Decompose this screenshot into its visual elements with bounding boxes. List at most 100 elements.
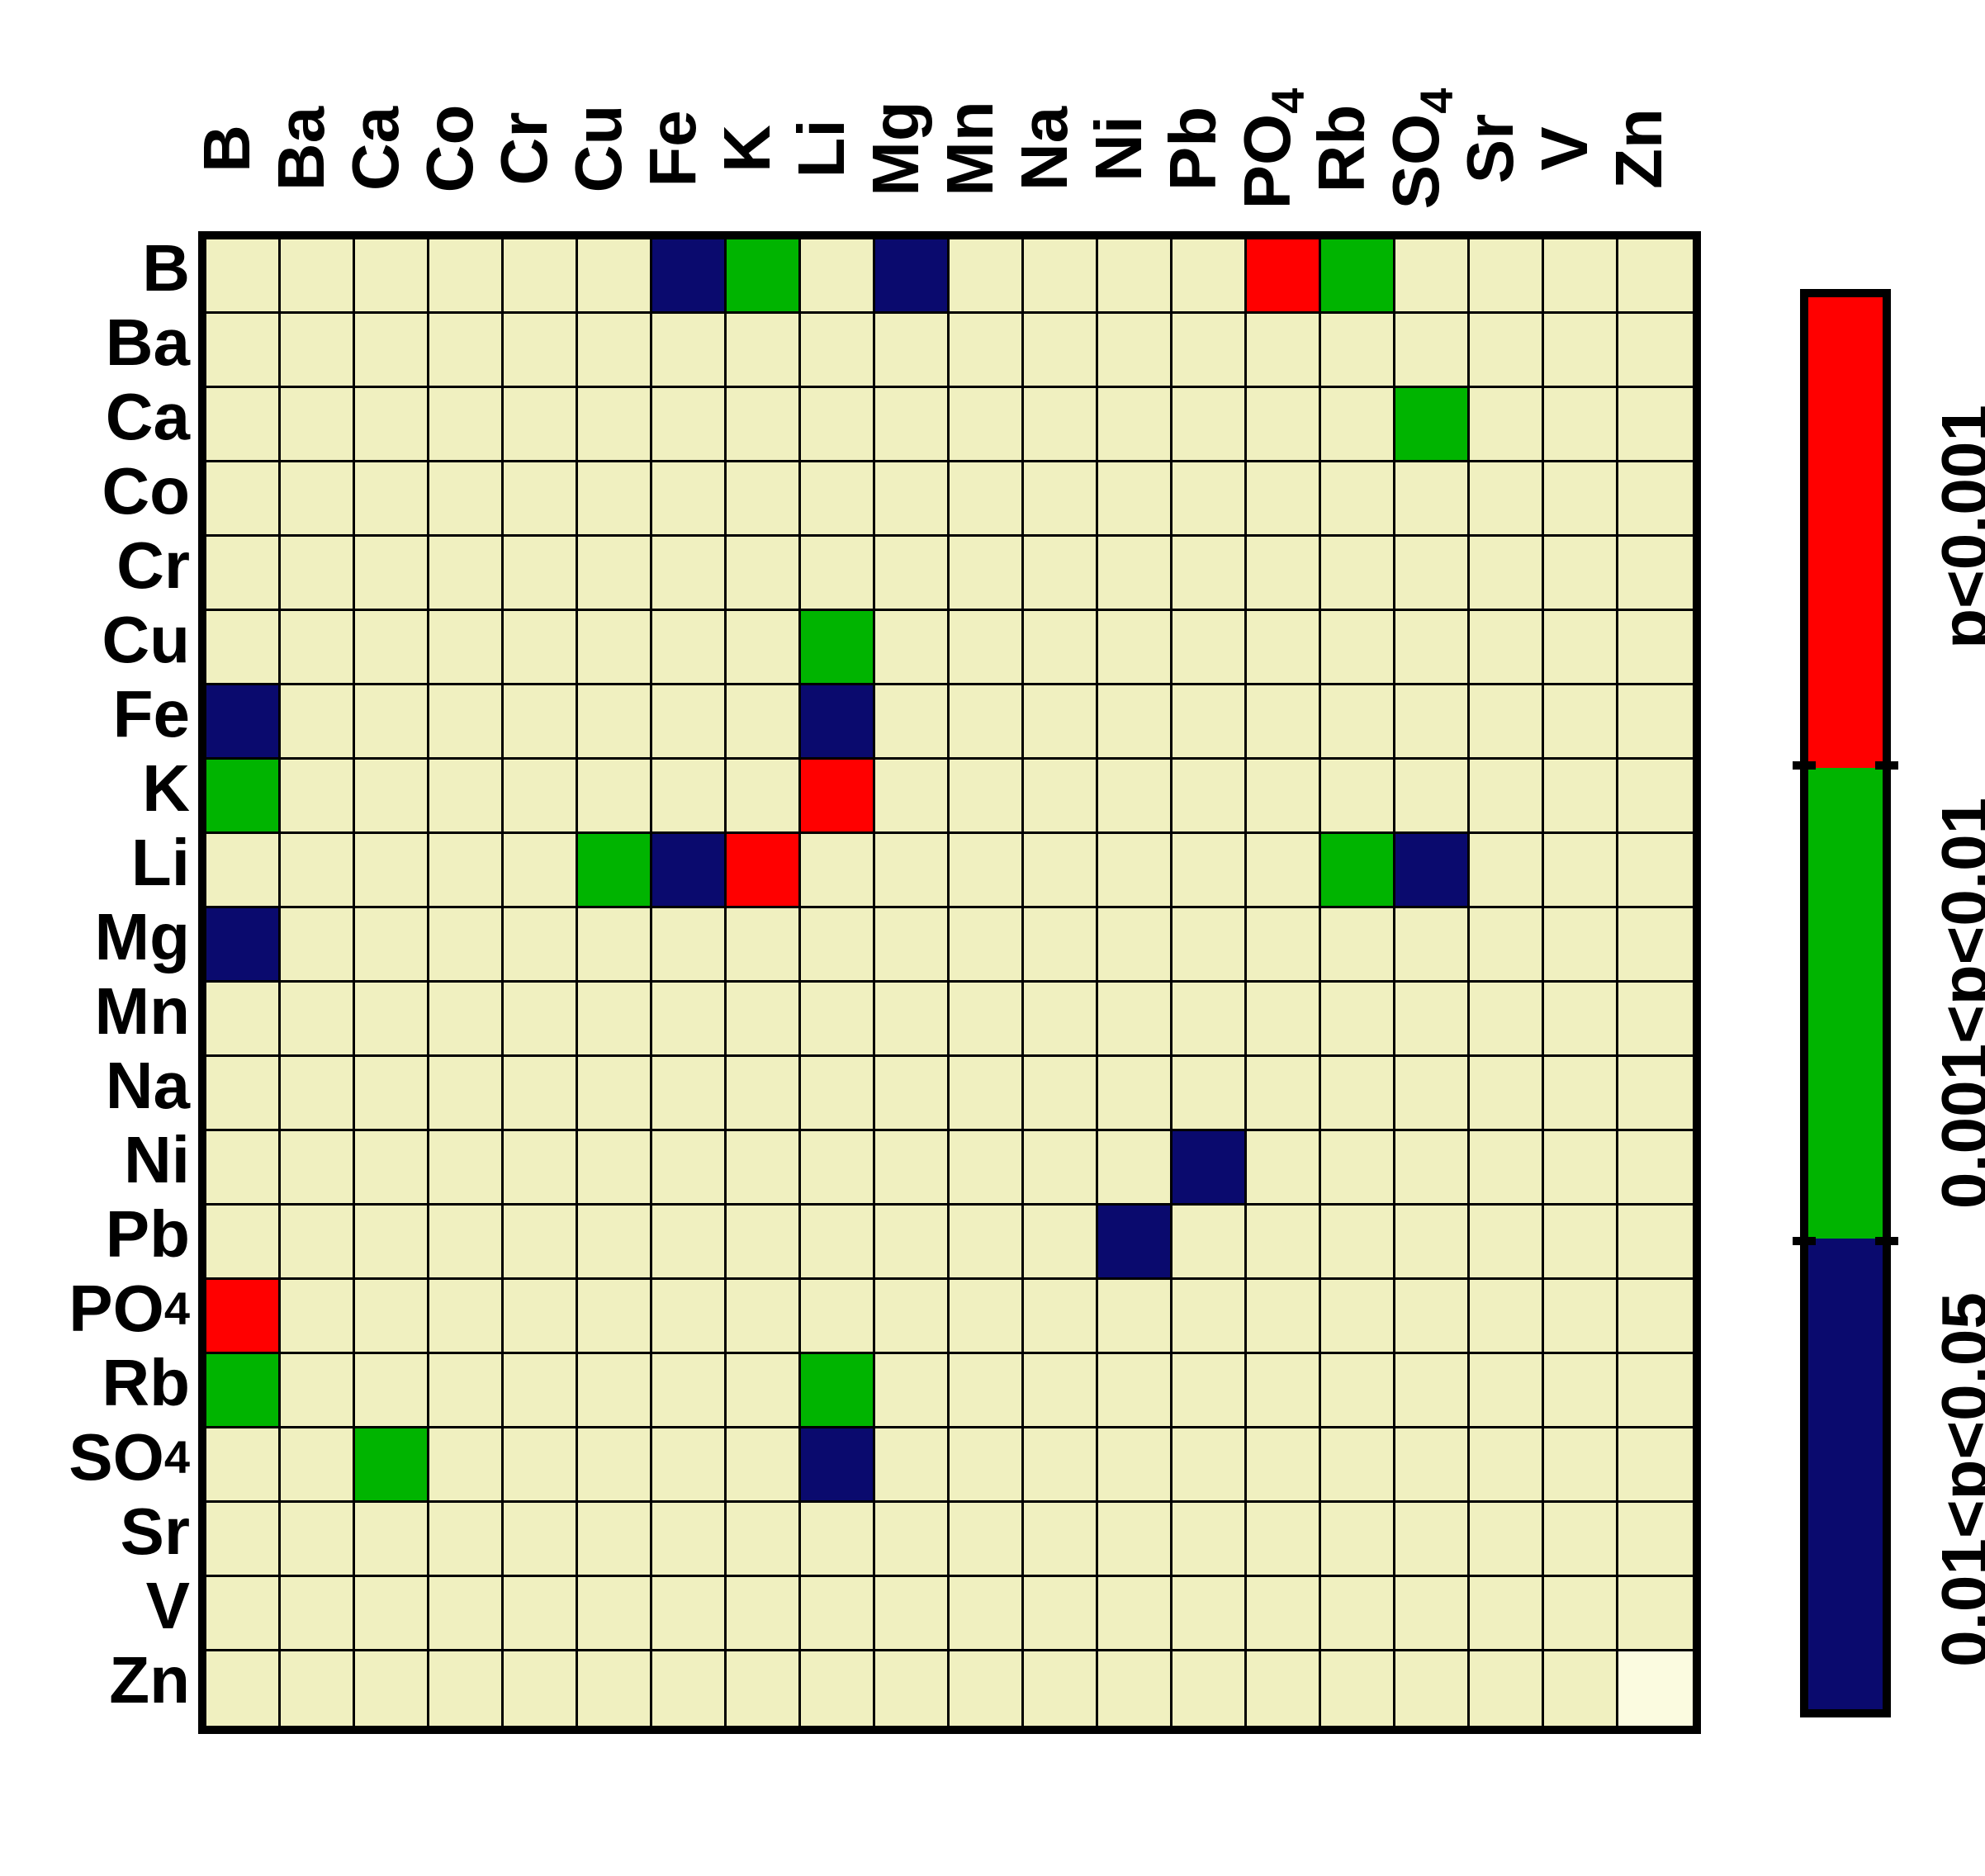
heatmap-cell bbox=[578, 685, 652, 760]
heatmap-cell bbox=[1247, 1280, 1321, 1354]
heatmap-cell bbox=[206, 314, 281, 388]
heatmap-cell bbox=[1098, 760, 1173, 834]
heatmap-cell bbox=[652, 834, 727, 908]
heatmap-cell bbox=[875, 611, 950, 685]
heatmap-cell bbox=[1544, 1131, 1618, 1206]
heatmap-cell bbox=[1247, 983, 1321, 1057]
heatmap-cell bbox=[1173, 1651, 1247, 1726]
heatmap-cell bbox=[1470, 1428, 1544, 1503]
heatmap-cell bbox=[429, 834, 504, 908]
heatmap-cell bbox=[1321, 1503, 1395, 1577]
heatmap-cell bbox=[1321, 1354, 1395, 1428]
heatmap-cell bbox=[1098, 462, 1173, 537]
heatmap-cell bbox=[1395, 1651, 1470, 1726]
heatmap-cell bbox=[281, 834, 355, 908]
heatmap-cell bbox=[1470, 685, 1544, 760]
heatmap-cell bbox=[801, 1131, 875, 1206]
row-label: Co bbox=[0, 454, 198, 528]
heatmap-cell bbox=[801, 1651, 875, 1726]
heatmap-cell bbox=[206, 1280, 281, 1354]
heatmap-cell bbox=[1618, 314, 1693, 388]
heatmap-cell bbox=[1618, 537, 1693, 611]
heatmap-cell bbox=[429, 983, 504, 1057]
heatmap-cell bbox=[1321, 760, 1395, 834]
heatmap-cell bbox=[1247, 1577, 1321, 1651]
heatmap-cell bbox=[281, 685, 355, 760]
heatmap-cell bbox=[1173, 983, 1247, 1057]
heatmap-cell bbox=[801, 908, 875, 983]
heatmap-cell bbox=[727, 1057, 801, 1131]
heatmap-cell bbox=[1618, 462, 1693, 537]
heatmap-cell bbox=[950, 1503, 1024, 1577]
heatmap-cell bbox=[652, 1503, 727, 1577]
heatmap-cell bbox=[1247, 1131, 1321, 1206]
heatmap-cell bbox=[801, 314, 875, 388]
heatmap-cell bbox=[1321, 834, 1395, 908]
heatmap-cell bbox=[801, 388, 875, 462]
heatmap-cell bbox=[801, 462, 875, 537]
heatmap-cell bbox=[875, 1428, 950, 1503]
heatmap-cell bbox=[1321, 1131, 1395, 1206]
heatmap-cell bbox=[950, 239, 1024, 314]
heatmap-cell bbox=[355, 1280, 429, 1354]
heatmap-cell bbox=[504, 611, 578, 685]
heatmap-cell bbox=[1024, 1354, 1098, 1428]
heatmap-cell bbox=[801, 1280, 875, 1354]
heatmap-cell bbox=[504, 1577, 578, 1651]
heatmap-cell bbox=[1247, 1057, 1321, 1131]
heatmap-cell bbox=[1470, 388, 1544, 462]
heatmap-cell bbox=[504, 314, 578, 388]
heatmap-cell bbox=[1024, 983, 1098, 1057]
heatmap-cell bbox=[1247, 685, 1321, 760]
legend-tick bbox=[1875, 761, 1898, 770]
heatmap-cell bbox=[281, 1354, 355, 1428]
heatmap-cell bbox=[801, 685, 875, 760]
row-label: SO4 bbox=[0, 1420, 198, 1495]
heatmap-cell bbox=[950, 462, 1024, 537]
heatmap-cell bbox=[1470, 462, 1544, 537]
heatmap-cell bbox=[504, 908, 578, 983]
heatmap-cell bbox=[652, 685, 727, 760]
heatmap-cell bbox=[1173, 1577, 1247, 1651]
heatmap-cell bbox=[429, 1428, 504, 1503]
heatmap-cell bbox=[950, 1280, 1024, 1354]
heatmap-cell bbox=[429, 611, 504, 685]
heatmap-cell bbox=[1395, 1206, 1470, 1280]
heatmap-cell bbox=[281, 611, 355, 685]
heatmap-cell bbox=[206, 611, 281, 685]
heatmap-cell bbox=[1024, 834, 1098, 908]
heatmap-cell bbox=[875, 760, 950, 834]
heatmap-cell bbox=[1470, 314, 1544, 388]
heatmap-cell bbox=[1098, 1503, 1173, 1577]
heatmap-cell bbox=[950, 1651, 1024, 1726]
heatmap-cell bbox=[504, 388, 578, 462]
heatmap-cell bbox=[1618, 1354, 1693, 1428]
heatmap-cell bbox=[1321, 537, 1395, 611]
heatmap-cell bbox=[429, 1503, 504, 1577]
heatmap-cell bbox=[1024, 760, 1098, 834]
heatmap-cell bbox=[1395, 760, 1470, 834]
heatmap-cell bbox=[1098, 834, 1173, 908]
heatmap-cell bbox=[727, 611, 801, 685]
heatmap-cell bbox=[281, 1577, 355, 1651]
heatmap-cell bbox=[1395, 685, 1470, 760]
heatmap-cell bbox=[281, 1428, 355, 1503]
heatmap-cell bbox=[1544, 1354, 1618, 1428]
heatmap-cell bbox=[801, 1057, 875, 1131]
heatmap-cell bbox=[1395, 1057, 1470, 1131]
heatmap-cell bbox=[1247, 1206, 1321, 1280]
heatmap-cell bbox=[578, 1503, 652, 1577]
row-label: Pb bbox=[0, 1197, 198, 1272]
heatmap-cell bbox=[727, 1354, 801, 1428]
heatmap-cell bbox=[727, 1428, 801, 1503]
heatmap-cell bbox=[1470, 908, 1544, 983]
heatmap-cell bbox=[1544, 834, 1618, 908]
heatmap-cell bbox=[727, 388, 801, 462]
heatmap-cell bbox=[578, 1354, 652, 1428]
heatmap-cell bbox=[1098, 1651, 1173, 1726]
legend-label: 0.01<p<0.05 bbox=[1927, 1292, 1985, 1667]
heatmap-cell bbox=[355, 908, 429, 983]
heatmap-cell bbox=[429, 1354, 504, 1428]
row-label: V bbox=[0, 1569, 198, 1643]
heatmap-cell bbox=[1098, 1131, 1173, 1206]
